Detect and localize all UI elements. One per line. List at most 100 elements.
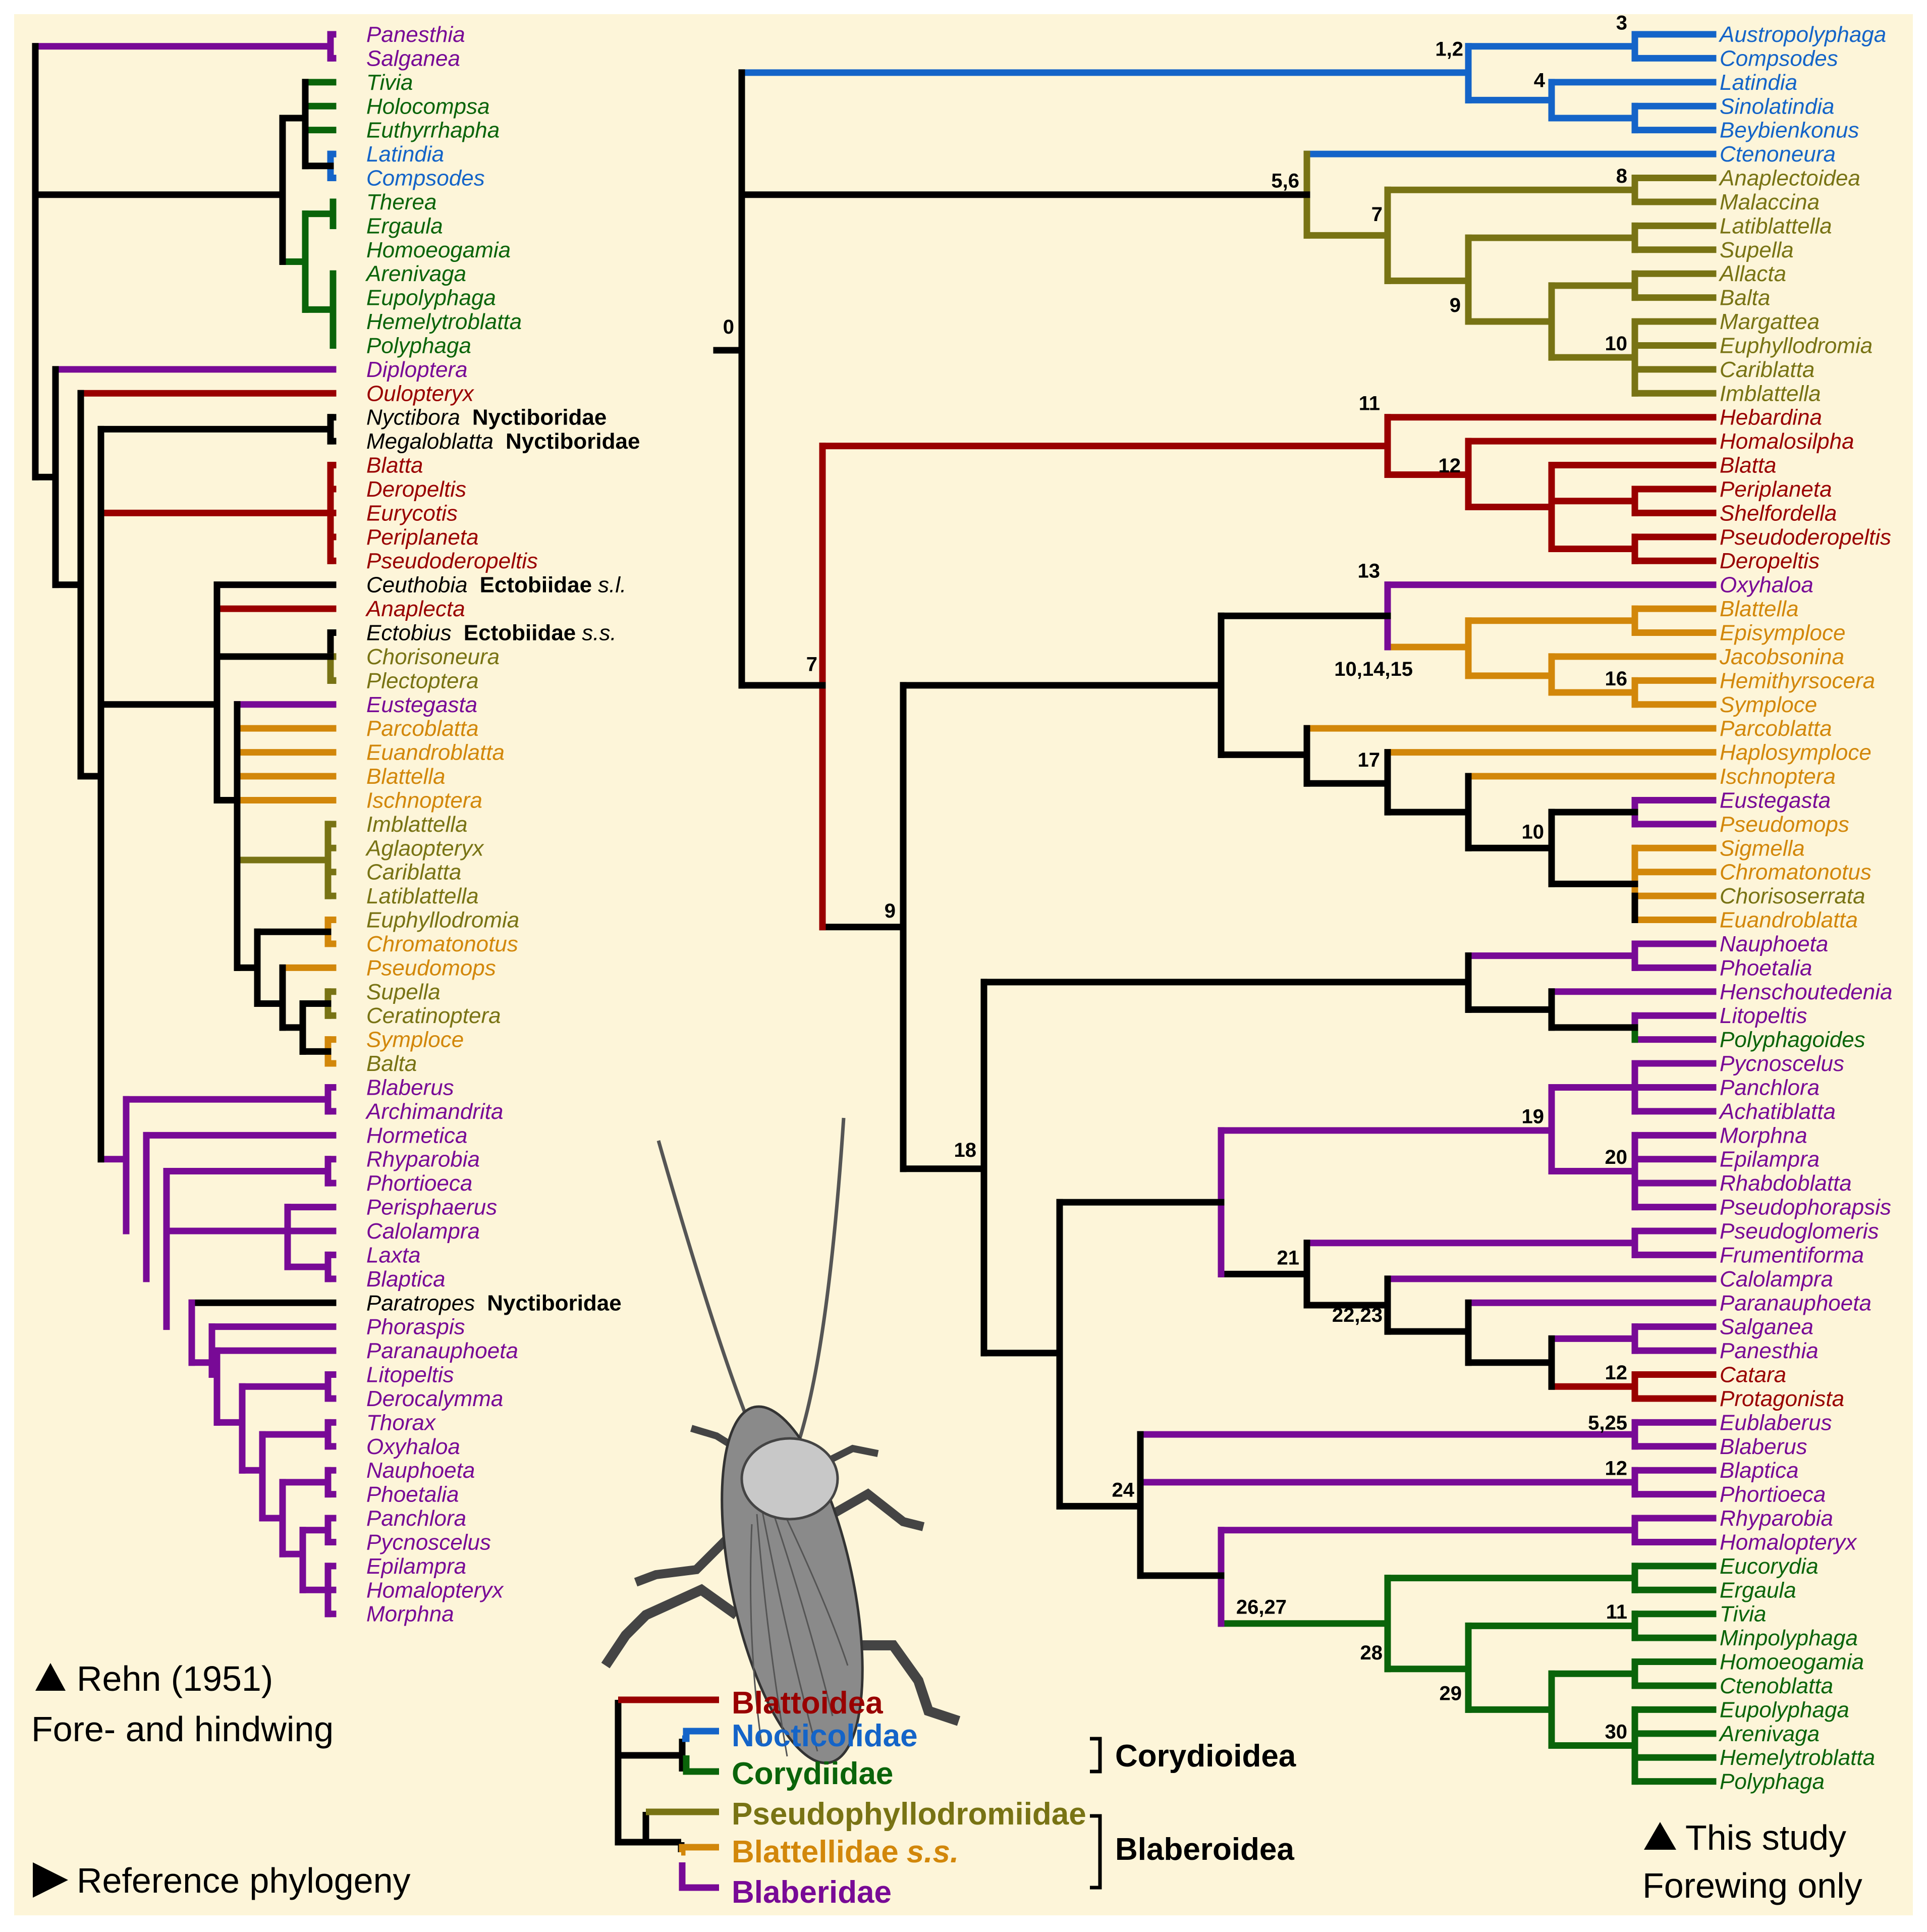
right-tip-label: Protagonista (1720, 1386, 1844, 1411)
left-taxon-name: Imblattella (366, 812, 468, 837)
left-tip-label: Homalopteryx (366, 1578, 504, 1602)
left-taxon-name: Eupolyphaga (366, 286, 496, 310)
right-tip-label: Allacta (1718, 261, 1786, 286)
left-taxon-name: Polyphaga (366, 333, 471, 358)
left-tip-label: Ischnoptera (366, 788, 482, 813)
node-label: 1,2 (1435, 38, 1463, 61)
left-taxon-name: Supella (366, 980, 441, 1004)
left-tip-label: Panchlora (366, 1506, 466, 1531)
node-label: 24 (1112, 1479, 1135, 1501)
right-tip-label: Ctenoblatta (1720, 1674, 1833, 1698)
right-tip-label: Catara (1720, 1363, 1786, 1387)
legend-item: Corydiidae (732, 1756, 893, 1791)
left-taxon-name: Ceratinoptera (366, 1003, 501, 1028)
left-family-suffix: s.l. (598, 573, 626, 598)
right-tip-label: Arenivaga (1718, 1722, 1820, 1746)
right-tip-label: Blattella (1720, 597, 1799, 621)
right-tip-label: Shelfordella (1720, 501, 1837, 525)
left-tip-label: Homoeogamia (366, 238, 511, 262)
right-tip-label: Eucorydia (1720, 1554, 1819, 1579)
legend-item: Blattoidea (732, 1686, 883, 1721)
study-subcaption: Forewing only (1642, 1866, 1862, 1905)
left-tip-label: Chromatonotus (366, 932, 518, 956)
left-tip-label: Deropeltis (366, 477, 466, 502)
right-tip-label: Paranauphoeta (1720, 1291, 1871, 1315)
left-taxon-name: Anaplecta (365, 597, 465, 621)
right-tip-label: Frumentiforma (1720, 1243, 1864, 1267)
left-tip-label: Paratropes Nyctiboridae (366, 1291, 622, 1315)
right-tip-label: Ctenoneura (1720, 142, 1836, 167)
left-taxon-name: Blattella (366, 764, 446, 789)
left-tip-label: Perisphaerus (366, 1195, 497, 1220)
left-taxon-name: Pycnoscelus (366, 1530, 491, 1554)
right-tip-label: Morphna (1720, 1123, 1807, 1148)
right-tip-label: Beybienkonus (1720, 118, 1859, 143)
right-tip-label: Blaberus (1720, 1434, 1807, 1459)
node-label: 18 (954, 1139, 977, 1161)
left-tip-label: Rhyparobia (366, 1147, 480, 1172)
right-tip-label: Sinolatindia (1720, 94, 1835, 119)
left-tip-label: Eurycotis (366, 501, 458, 525)
right-tip-label: Symploce (1720, 692, 1817, 717)
left-taxon-name: Archimandrita (365, 1099, 503, 1124)
node-label: 11 (1606, 1601, 1627, 1623)
left-tip-label: Periplaneta (366, 525, 479, 550)
left-taxon-name: Ergaula (366, 213, 443, 238)
left-tip-label: Nyctibora Nyctiboridae (366, 405, 607, 430)
left-tip-label: Ceuthobia Ectobiidae s.l. (366, 573, 626, 598)
left-taxon-name: Homoeogamia (366, 238, 511, 262)
node-label: 12 (1439, 455, 1461, 477)
right-tip-label: Homalosilpha (1720, 429, 1854, 454)
right-tip-label: Calolampra (1720, 1267, 1833, 1292)
left-tip-label: Calolampra (366, 1219, 480, 1244)
left-tip-label: Oxyhaloa (366, 1434, 460, 1459)
left-tip-label: Euthyrrhapha (366, 118, 500, 143)
right-tip-label: Imblattella (1720, 381, 1821, 406)
right-tip-label: Homalopteryx (1720, 1530, 1857, 1554)
left-taxon-name: Therea (366, 190, 436, 214)
left-taxon-name: Oulopteryx (366, 381, 475, 406)
node-label: 13 (1358, 560, 1381, 582)
left-taxon-name: Laxta (366, 1243, 421, 1267)
right-tip-label: Chorisoserrata (1720, 884, 1865, 908)
left-taxon-name: Litopeltis (366, 1363, 454, 1387)
left-tip-label: Latindia (366, 142, 444, 167)
left-taxon-name: Phortioeca (366, 1171, 472, 1196)
left-taxon-name: Chromatonotus (366, 932, 518, 956)
node-label: 9 (1450, 294, 1461, 316)
left-tip-label: Latiblattella (366, 884, 479, 908)
node-label: 21 (1277, 1247, 1300, 1269)
left-taxon-name: Hemelytroblatta (366, 309, 522, 334)
left-tip-label: Blatta (366, 453, 423, 478)
rehn-caption: Rehn (1951) (77, 1659, 273, 1698)
legend-group-blaberoidea: Blaberoidea (1115, 1832, 1294, 1867)
left-tip-label: Archimandrita (365, 1099, 503, 1124)
left-taxon-name: Nyctibora (366, 405, 460, 430)
right-tip-label: Latindia (1720, 70, 1797, 95)
legend-label: Blattellidae (732, 1835, 899, 1869)
left-taxon-name: Balta (366, 1051, 417, 1076)
left-taxon-name: Compsodes (366, 166, 485, 191)
left-tip-label: Symploce (366, 1028, 464, 1052)
left-taxon-name: Derocalymma (366, 1386, 503, 1411)
left-family-name: Ectobiidae (464, 621, 576, 646)
left-taxon-name: Euphyllodromia (366, 908, 519, 933)
right-tip-label: Litopeltis (1720, 1003, 1807, 1028)
right-tip-label: Latiblattella (1720, 213, 1832, 238)
left-tip-label: Chorisoneura (366, 645, 500, 669)
right-tip-label: Compsodes (1720, 46, 1838, 71)
right-tip-label: Eustegasta (1720, 788, 1831, 813)
left-family-name: Ectobiidae (480, 573, 592, 598)
left-taxon-name: Megaloblatta (366, 429, 493, 454)
right-tip-label: Achatiblatta (1718, 1099, 1836, 1124)
right-tip-label: Oxyhaloa (1720, 573, 1813, 598)
left-tip-label: Pycnoscelus (366, 1530, 491, 1554)
legend-item: Blattellidae s.s. (732, 1835, 959, 1869)
left-taxon-name: Arenivaga (365, 261, 466, 286)
left-taxon-name: Eurycotis (366, 501, 458, 525)
right-tip-label: Jacobsonina (1719, 645, 1844, 669)
left-tip-label: Blaberus (366, 1075, 454, 1100)
left-tip-label: Euandroblatta (366, 740, 505, 765)
left-tip-label: Diploptera (366, 357, 468, 382)
left-taxon-name: Eustegasta (366, 692, 477, 717)
